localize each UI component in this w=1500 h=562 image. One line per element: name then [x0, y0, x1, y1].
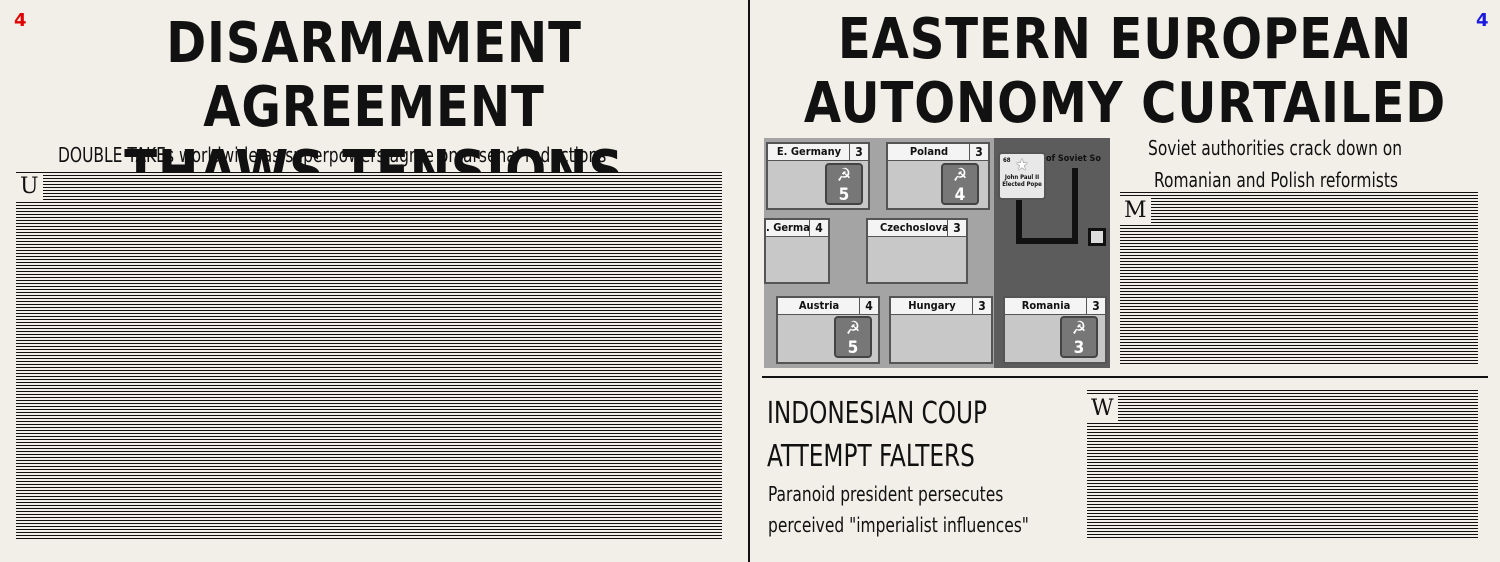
star-icon: ★ — [1015, 155, 1029, 174]
subheadline-right-line1: Soviet authorities crack down on — [1148, 136, 1403, 160]
country-czechoslovakia: Czechoslovakia 3 — [866, 218, 968, 284]
secondary-headline: INDONESIAN COUP ATTEMPT FALTERS — [767, 392, 987, 478]
card-number: 68 — [1003, 157, 1011, 164]
stability-value: 3 — [972, 298, 991, 315]
map-border-marker — [1016, 168, 1078, 244]
hammer-sickle-icon: ☭ — [836, 165, 852, 186]
hammer-sickle-icon: ☭ — [952, 165, 968, 186]
country-west-germany: . Germany 4 — [764, 218, 830, 284]
influence-value: 3 — [1073, 338, 1085, 358]
ussr-influence-token: ☭ 4 — [941, 163, 979, 205]
drop-cap: U — [16, 174, 43, 200]
country-name: Romania — [1005, 298, 1087, 315]
influence-value: 5 — [847, 338, 859, 358]
section-rule — [762, 376, 1488, 378]
country-name: E. Germany — [768, 144, 850, 161]
stability-value: 3 — [1086, 298, 1105, 315]
right-page: 4 EASTERN EUROPEAN AUTONOMY CURTAILED — [750, 0, 1500, 562]
secondary-sub-line1: Paranoid president persecutes — [768, 482, 1004, 506]
hammer-sickle-icon: ☭ — [845, 318, 861, 339]
country-name: . Germany — [766, 220, 810, 237]
stability-value: 4 — [809, 220, 828, 237]
secondary-sub-line2: perceived "imperialist influences" — [768, 513, 1029, 537]
ussr-influence-token: ☭ 5 — [825, 163, 863, 205]
stability-value: 3 — [969, 144, 988, 161]
left-page: 4 DISARMAMENT AGREEMENT THAWS TENSIONS D… — [0, 0, 748, 562]
subheadline-left: DOUBLE TAKEs worldwide as superpowers ag… — [58, 143, 607, 167]
country-name: Austria — [778, 298, 860, 315]
stability-value: 3 — [849, 144, 868, 161]
headline-line: ATTEMPT FALTERS — [767, 439, 975, 474]
country-name: Czechoslovakia — [868, 220, 948, 237]
stability-value: 4 — [859, 298, 878, 315]
card-title-line: John Paul II — [1004, 174, 1040, 181]
page-divider — [748, 0, 750, 562]
subheadline-right-line2: Romanian and Polish reformists — [1154, 168, 1398, 192]
country-hungary: Hungary 3 — [889, 296, 993, 364]
hammer-sickle-icon: ☭ — [1071, 318, 1087, 339]
headline-line: INDONESIAN COUP — [767, 396, 988, 431]
page-number-right: 4 — [1476, 10, 1489, 31]
influence-value: 4 — [954, 185, 966, 205]
ussr-influence-token: ☭ 3 — [1060, 316, 1098, 358]
drop-cap: W — [1087, 396, 1118, 422]
event-card: 68 ★ John Paul II Elected Pope — [998, 152, 1046, 200]
article-body-placeholder — [1087, 390, 1478, 540]
article-body-placeholder — [16, 172, 722, 539]
page-number-left: 4 — [14, 10, 27, 31]
headline-line: DISARMAMENT AGREEMENT — [166, 11, 582, 140]
headline-line: EASTERN EUROPEAN — [837, 7, 1413, 72]
country-name: Hungary — [891, 298, 973, 315]
headline-line: AUTONOMY CURTAILED — [803, 71, 1447, 136]
country-name: Poland — [888, 144, 970, 161]
article-body-placeholder — [1120, 192, 1478, 366]
stability-value: 3 — [947, 220, 966, 237]
ussr-influence-token: ☭ 5 — [834, 316, 872, 358]
card-title-line: Elected Pope — [1002, 181, 1042, 188]
map-region-label: of Soviet So — [1046, 154, 1101, 164]
main-headline-right: EASTERN EUROPEAN AUTONOMY CURTAILED — [768, 8, 1482, 136]
influence-value: 5 — [838, 185, 850, 205]
drop-cap: M — [1120, 198, 1151, 224]
map-square-marker — [1088, 228, 1106, 246]
